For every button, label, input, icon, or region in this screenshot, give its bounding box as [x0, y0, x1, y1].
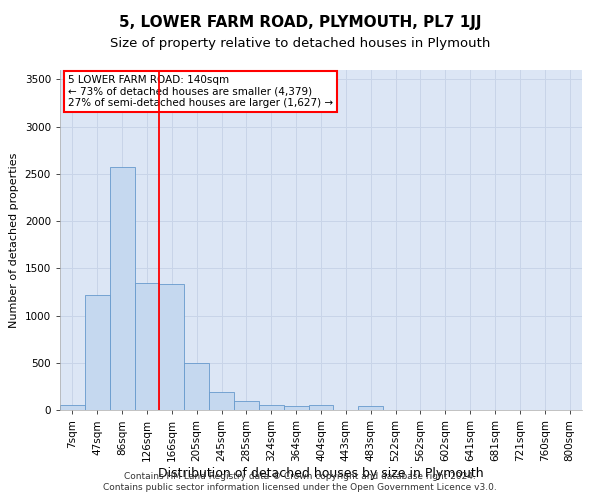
Text: Contains public sector information licensed under the Open Government Licence v3: Contains public sector information licen… [103, 484, 497, 492]
Text: Contains HM Land Registry data © Crown copyright and database right 2024.: Contains HM Land Registry data © Crown c… [124, 472, 476, 481]
Bar [284, 406, 308, 410]
Text: 5, LOWER FARM ROAD, PLYMOUTH, PL7 1JJ: 5, LOWER FARM ROAD, PLYMOUTH, PL7 1JJ [119, 15, 481, 30]
Bar [259, 406, 284, 410]
Bar [60, 406, 85, 410]
Text: Size of property relative to detached houses in Plymouth: Size of property relative to detached ho… [110, 38, 490, 51]
X-axis label: Distribution of detached houses by size in Plymouth: Distribution of detached houses by size … [158, 466, 484, 479]
Bar [234, 400, 259, 410]
Bar [308, 406, 334, 410]
Bar [160, 284, 184, 410]
Bar [209, 392, 234, 410]
Text: 5 LOWER FARM ROAD: 140sqm
← 73% of detached houses are smaller (4,379)
27% of se: 5 LOWER FARM ROAD: 140sqm ← 73% of detac… [68, 75, 333, 108]
Bar [184, 363, 209, 410]
Bar [358, 406, 383, 410]
Bar [134, 284, 160, 410]
Bar [85, 295, 110, 410]
Y-axis label: Number of detached properties: Number of detached properties [9, 152, 19, 328]
Bar [110, 168, 134, 410]
